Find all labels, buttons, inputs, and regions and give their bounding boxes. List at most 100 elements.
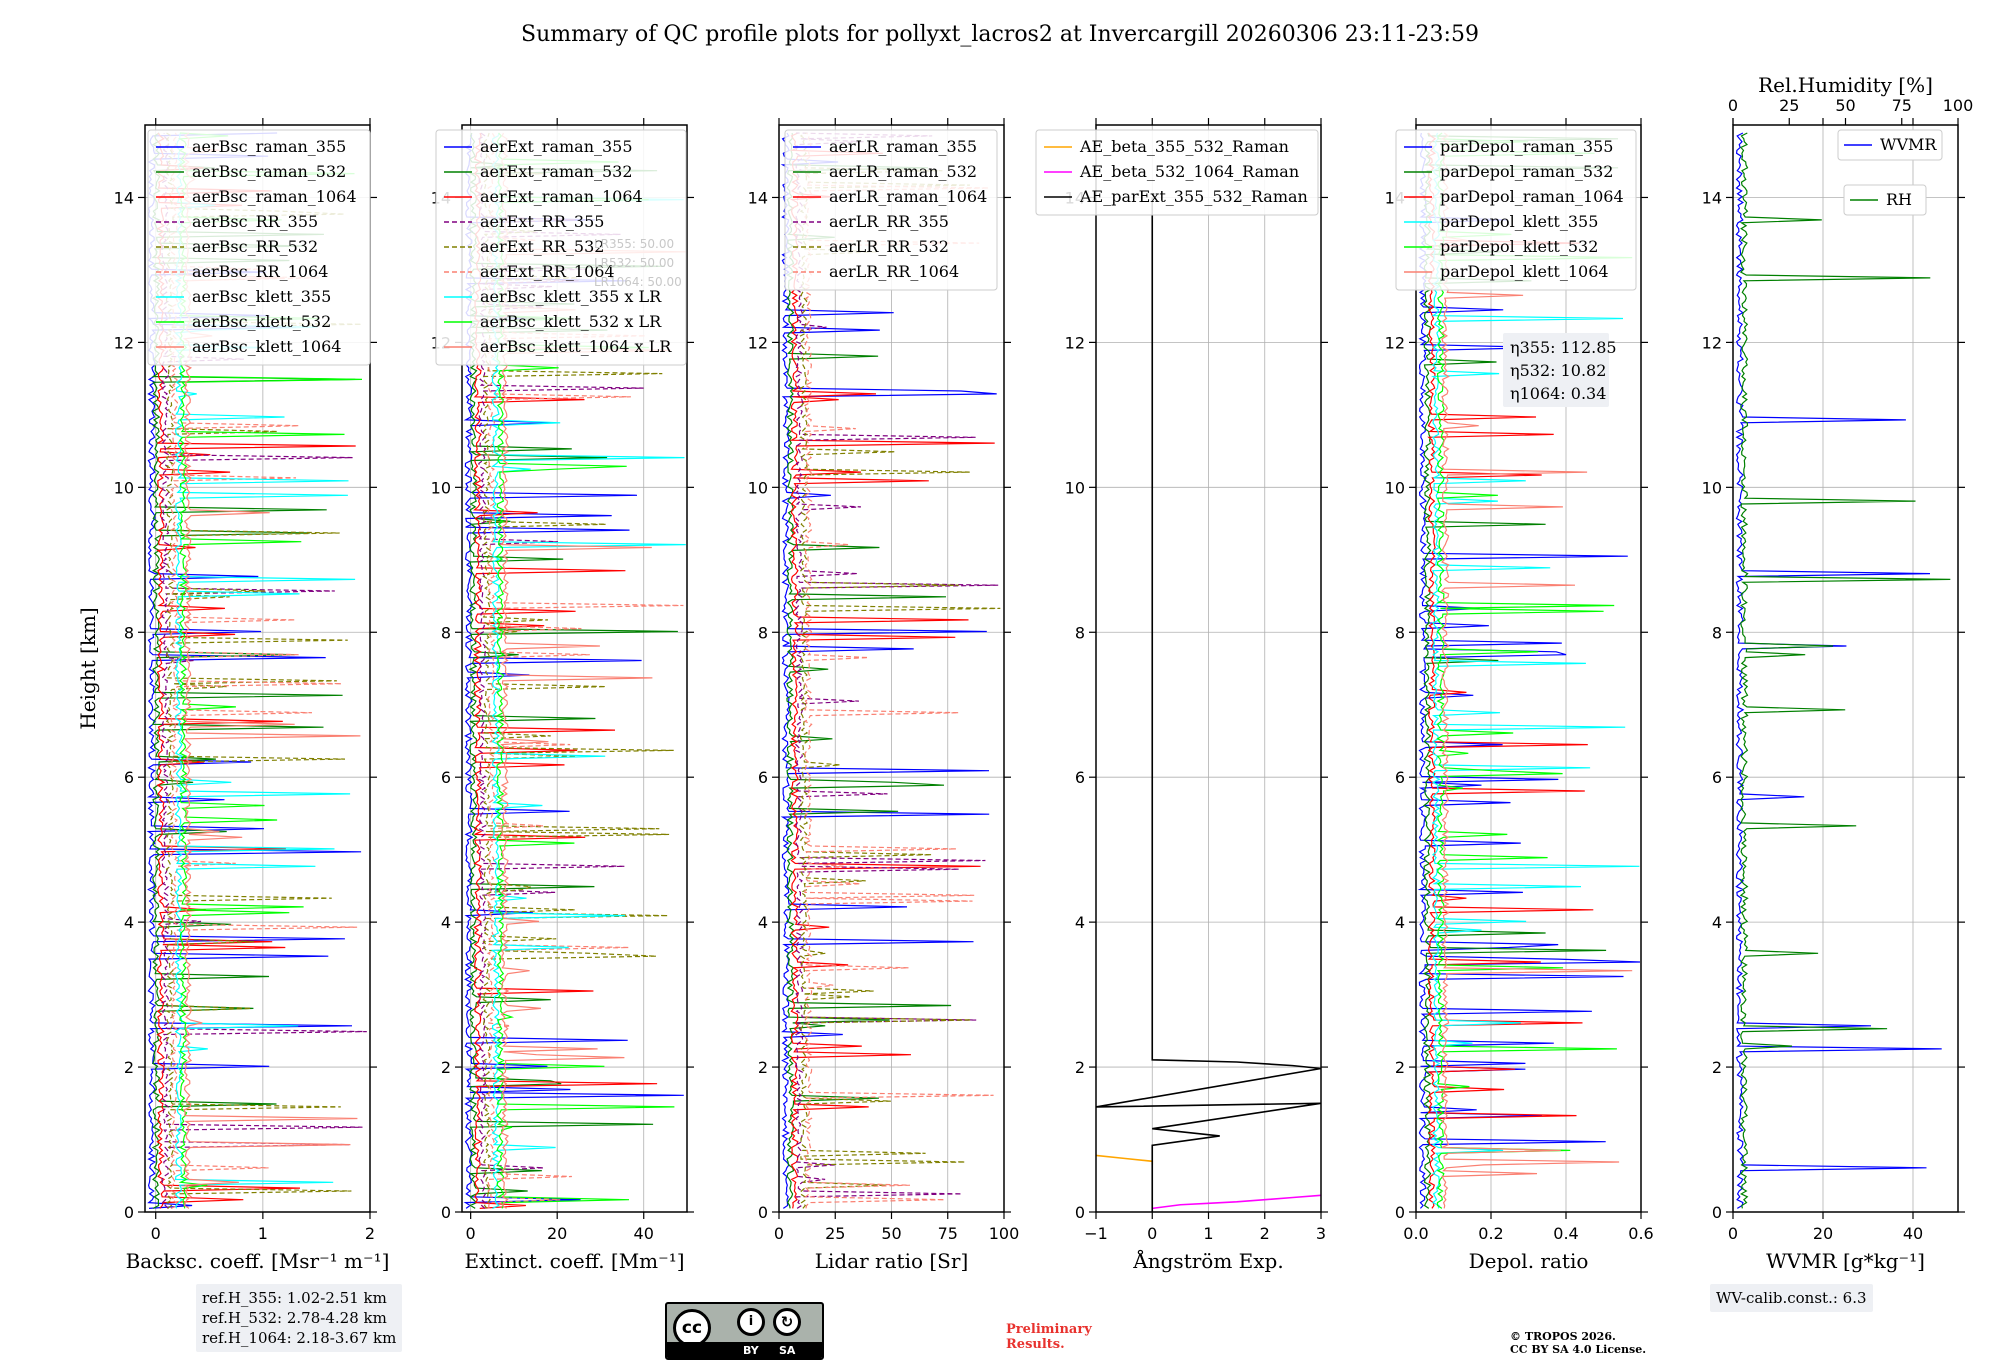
series-line-parDepol_klett_532	[1436, 132, 1633, 1209]
y-tick-label: 14	[1702, 188, 1722, 207]
legend-label: AE_beta_532_1064_Raman	[1079, 162, 1299, 181]
legend-lr: aerLR_raman_355 aerLR_raman_532 aerLR_rama…	[784, 129, 998, 291]
legend-label: AE_beta_355_532_Raman	[1079, 137, 1289, 156]
plot-area-lr	[780, 132, 1001, 1209]
legend-label: aerLR_raman_532	[829, 162, 977, 181]
series-line-aerLR_RR_532	[799, 132, 1001, 1209]
series-line-RH	[1739, 132, 1951, 1209]
copyright-line-2: CC BY SA 4.0 License.	[1510, 1343, 1647, 1356]
legend-label: AE_parExt_355_532_Raman	[1079, 187, 1308, 206]
x-tick-label: 0.0	[1403, 1224, 1428, 1243]
legend-label: aerExt_RR_1064	[480, 262, 615, 281]
legend-label: aerBsc_klett_355	[192, 287, 331, 306]
x-tick-label: 20	[547, 1224, 567, 1243]
axes-frame	[144, 124, 371, 1213]
series-line-AE_parExt_355_532_Raman	[1095, 197, 1322, 1212]
legend-wv: WVMR RH	[1837, 129, 1943, 216]
plot-area-depol	[1417, 132, 1641, 1209]
y-tick-label: 4	[1075, 913, 1085, 932]
plot-area-ae	[1095, 197, 1322, 1212]
y-tick-label: 8	[441, 623, 451, 642]
legend-label: aerLR_RR_532	[829, 237, 949, 256]
x-tick-label: 50	[881, 1224, 901, 1243]
legend-label: parDepol_klett_532	[1440, 237, 1598, 256]
y-tick-label: 6	[1395, 768, 1405, 787]
legend-bsc: aerBsc_raman_355 aerBsc_raman_532 aerBsc_r…	[147, 129, 371, 366]
x-tick-label: 1	[258, 1224, 268, 1243]
x-tick-label: 0	[151, 1224, 161, 1243]
x-tick-label: 0	[466, 1224, 476, 1243]
x-tick-label: 0	[1147, 1224, 1157, 1243]
y-tick-label: 12	[1065, 333, 1085, 352]
legend-box	[1837, 129, 1943, 161]
y-tick-label: 14	[114, 188, 134, 207]
x-axis-label: WVMR [g*kg⁻¹]	[1766, 1249, 1925, 1273]
y-tick-label: 0	[441, 1203, 451, 1222]
legend-label: aerBsc_raman_1064	[192, 187, 357, 206]
legend-label: WVMR	[1880, 135, 1937, 154]
y-tick-label: 6	[1712, 768, 1722, 787]
legend-label: aerBsc_raman_532	[192, 162, 346, 181]
lr-annotation: LR1064: 50.00	[594, 275, 682, 289]
legend-box	[1395, 129, 1637, 291]
series-line-aerBsc_RR_355	[160, 132, 367, 1209]
eta-annotation: η532: 10.82	[1510, 361, 1606, 380]
legend-label: aerBsc_raman_355	[192, 137, 346, 156]
y-tick-label: 2	[441, 1058, 451, 1077]
legend-label: parDepol_raman_532	[1440, 162, 1613, 181]
y-tick-label: 14	[748, 188, 768, 207]
plot-area-wv	[1735, 132, 1951, 1209]
series-line-parDepol_raman_1064	[1427, 132, 1594, 1209]
y-tick-label: 10	[1702, 478, 1722, 497]
x-tick-label: 40	[634, 1224, 654, 1243]
copyright-line-1: © TROPOS 2026.	[1510, 1330, 1616, 1343]
panel-lr: 0 25 50 75 100 0 2 4 6 8 10 12 14 Lidar ratio [Sr] aer…	[748, 118, 1020, 1273]
legend-label: aerBsc_RR_355	[192, 212, 318, 231]
x-axis-label: Extinct. coeff. [Mm⁻¹]	[464, 1249, 684, 1273]
top-x-tick-label: 75	[1892, 96, 1912, 115]
by-label: BY	[743, 1344, 759, 1357]
eta-box	[1503, 333, 1609, 407]
y-tick-label: 6	[124, 768, 134, 787]
y-tick-label: 0	[1395, 1203, 1405, 1222]
y-tick-label: 4	[441, 913, 451, 932]
license-bar	[667, 1342, 822, 1358]
legend-ext: aerExt_raman_355 aerExt_raman_532 aerExt_r…	[435, 129, 687, 366]
y-tick-label: 8	[1075, 623, 1085, 642]
x-tick-label: 25	[825, 1224, 845, 1243]
legend-box	[1843, 184, 1927, 216]
x-axis-label: Backsc. coeff. [Msr⁻¹ m⁻¹]	[126, 1249, 390, 1273]
ref-height-1064: ref.H_1064: 2.18-3.67 km	[202, 1329, 397, 1347]
legend-label: aerLR_RR_355	[829, 212, 949, 231]
y-tick-label: 2	[758, 1058, 768, 1077]
x-tick-label: 20	[1813, 1224, 1833, 1243]
series-line-AE_beta_532_1064_Raman	[1152, 1194, 1322, 1210]
x-tick-label: 1	[1203, 1224, 1213, 1243]
legend-label: aerLR_raman_1064	[829, 187, 987, 206]
series-line-AE_beta_355_532_Raman	[1095, 1154, 1154, 1165]
y-tick-label: 0	[124, 1203, 134, 1222]
legend-label: aerExt_raman_355	[480, 137, 633, 156]
x-tick-label: −1	[1084, 1224, 1108, 1243]
x-tick-label: 0	[1728, 1224, 1738, 1243]
legend-label: RH	[1886, 190, 1912, 209]
preliminary-line-2: Results.	[1006, 1337, 1065, 1352]
x-tick-label: 100	[989, 1224, 1020, 1243]
y-tick-label: 8	[1395, 623, 1405, 642]
y-tick-label: 10	[431, 478, 451, 497]
legend-label: aerLR_raman_355	[829, 137, 977, 156]
x-tick-label: 2	[1260, 1224, 1270, 1243]
eta-annotation: η1064: 0.34	[1510, 384, 1606, 403]
wv-calib-text: WV-calib.const.: 6.3	[1716, 1289, 1867, 1307]
panel-ae: −1012302468101214Ångström Exp.AE_beta_35…	[1035, 118, 1328, 1273]
ref-heights-box: ref.H_355: 1.02-2.51 km ref.H_532: 2.78-…	[196, 1284, 403, 1352]
legend-box	[435, 129, 687, 366]
y-tick-label: 12	[1702, 333, 1722, 352]
series-line-parDepol_raman_532	[1422, 132, 1619, 1209]
x-tick-label: 0	[774, 1224, 784, 1243]
x-axis-label: Depol. ratio	[1469, 1249, 1589, 1273]
x-tick-label: 2	[365, 1224, 375, 1243]
legend-label: aerExt_raman_1064	[480, 187, 643, 206]
